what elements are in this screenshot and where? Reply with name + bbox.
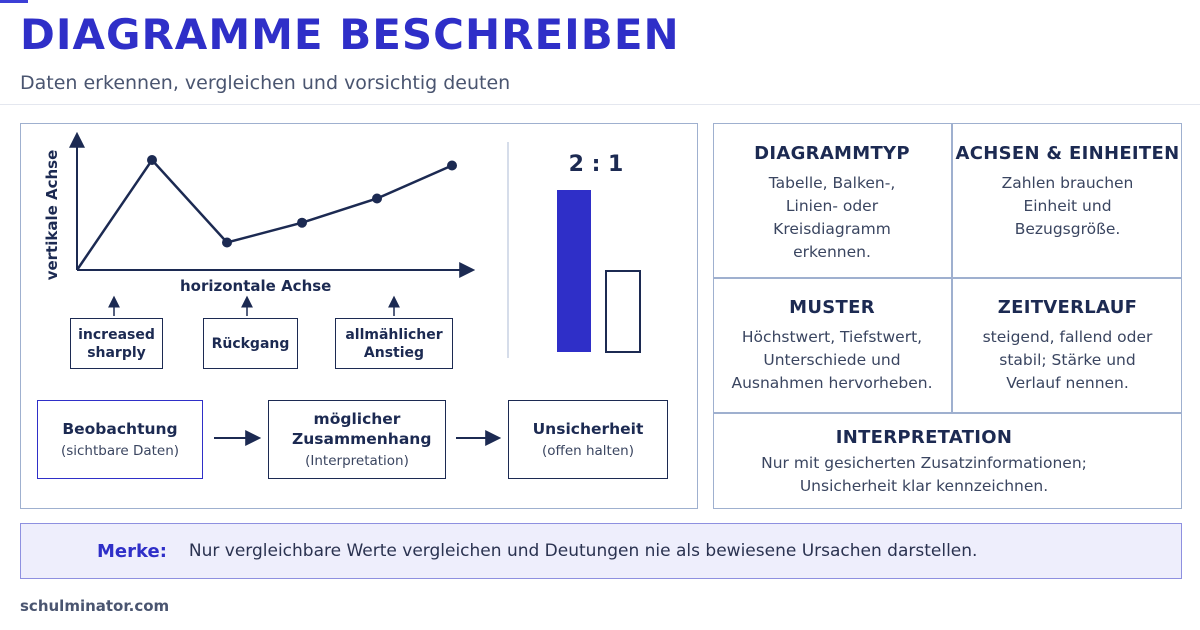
merke-text: Nur vergleichbare Werte vergleichen und … bbox=[188, 541, 978, 561]
cell-body: Tabelle, Balken-, Linien- oder Kreisdiag… bbox=[768, 174, 896, 261]
grid-divider-row2 bbox=[713, 412, 1182, 414]
flow-step-subtitle: (sichtbare Daten) bbox=[60, 442, 180, 459]
callout-rueckgang: Rückgang bbox=[203, 318, 298, 369]
data-point bbox=[447, 160, 457, 171]
cell-title: ZEITVERLAUF bbox=[997, 297, 1138, 318]
data-point bbox=[372, 193, 382, 204]
ratio-label: 2 : 1 bbox=[568, 152, 624, 177]
flow-step-subtitle: (offen halten) bbox=[542, 442, 634, 459]
merke-box: Merke: Nur vergleichbare Werte vergleich… bbox=[20, 523, 1182, 579]
footer-site: schulminator.com bbox=[20, 597, 170, 615]
y-axis-label: vertikale Achse bbox=[43, 149, 61, 281]
page-subtitle: Daten erkennen, vergleichen und vorsicht… bbox=[20, 72, 511, 94]
flow-step-subtitle: (Interpretation) bbox=[305, 452, 409, 469]
cell-achsen-einheiten: ACHSEN & EINHEITEN Zahlen brauchen Einhe… bbox=[955, 143, 1180, 241]
cell-title: DIAGRAMMTYP bbox=[754, 143, 910, 164]
cell-body: Höchstwert, Tiefstwert, Unterschiede und… bbox=[731, 328, 933, 392]
callout-allmaehlicher-anstieg: allmählicher Anstieg bbox=[335, 318, 453, 369]
title-divider bbox=[0, 104, 1200, 105]
x-axis-label: horizontale Achse bbox=[180, 277, 332, 295]
merke-label: Merke: bbox=[97, 540, 167, 562]
grid-divider-row1 bbox=[713, 277, 1182, 279]
flow-step-beobachtung: Beobachtung (sichtbare Daten) bbox=[37, 400, 203, 479]
grid-divider-vertical bbox=[951, 123, 953, 413]
flow-step-title: möglicher Zusammenhang bbox=[292, 409, 432, 448]
flow-step-title: Unsicherheit bbox=[532, 419, 644, 438]
cell-interpretation: INTERPRETATION Nur mit gesicherten Zusat… bbox=[740, 427, 1108, 498]
callout-label: allmählicher Anstieg bbox=[345, 326, 443, 361]
callout-label: increased sharply bbox=[78, 326, 155, 361]
diagram-example-panel bbox=[20, 123, 698, 509]
data-point bbox=[222, 237, 232, 248]
cell-title: INTERPRETATION bbox=[835, 427, 1013, 448]
data-point bbox=[147, 155, 157, 165]
cell-muster: MUSTER Höchstwert, Tiefstwert, Unterschi… bbox=[725, 297, 939, 395]
ratio-bar-2 bbox=[605, 270, 641, 353]
cell-zeitverlauf: ZEITVERLAUF steigend, fallend oder stabi… bbox=[955, 297, 1180, 395]
page-title: DIAGRAMME BESCHREIBEN bbox=[20, 10, 680, 59]
cell-body: Nur mit gesicherten Zusatzinformationen;… bbox=[761, 454, 1087, 495]
cell-diagrammtyp: DIAGRAMMTYP Tabelle, Balken-, Linien- od… bbox=[725, 143, 939, 264]
criteria-grid-panel bbox=[713, 123, 1182, 509]
flow-step-title: Beobachtung bbox=[62, 419, 178, 438]
cell-title: ACHSEN & EINHEITEN bbox=[955, 143, 1180, 164]
data-point bbox=[297, 217, 307, 228]
flow-step-unsicherheit: Unsicherheit (offen halten) bbox=[508, 400, 668, 479]
cell-body: steigend, fallend oder stabil; Stärke un… bbox=[982, 328, 1153, 392]
data-line bbox=[75, 157, 453, 271]
corner-accent bbox=[0, 0, 28, 3]
ratio-bar-1 bbox=[557, 190, 591, 352]
flow-step-zusammenhang: möglicher Zusammenhang (Interpretation) bbox=[268, 400, 446, 479]
callout-label: Rückgang bbox=[211, 335, 290, 352]
callout-increased-sharply: increased sharply bbox=[70, 318, 163, 369]
cell-title: MUSTER bbox=[789, 297, 875, 318]
cell-body: Zahlen brauchen Einheit und Bezugsgröße. bbox=[1001, 174, 1134, 238]
